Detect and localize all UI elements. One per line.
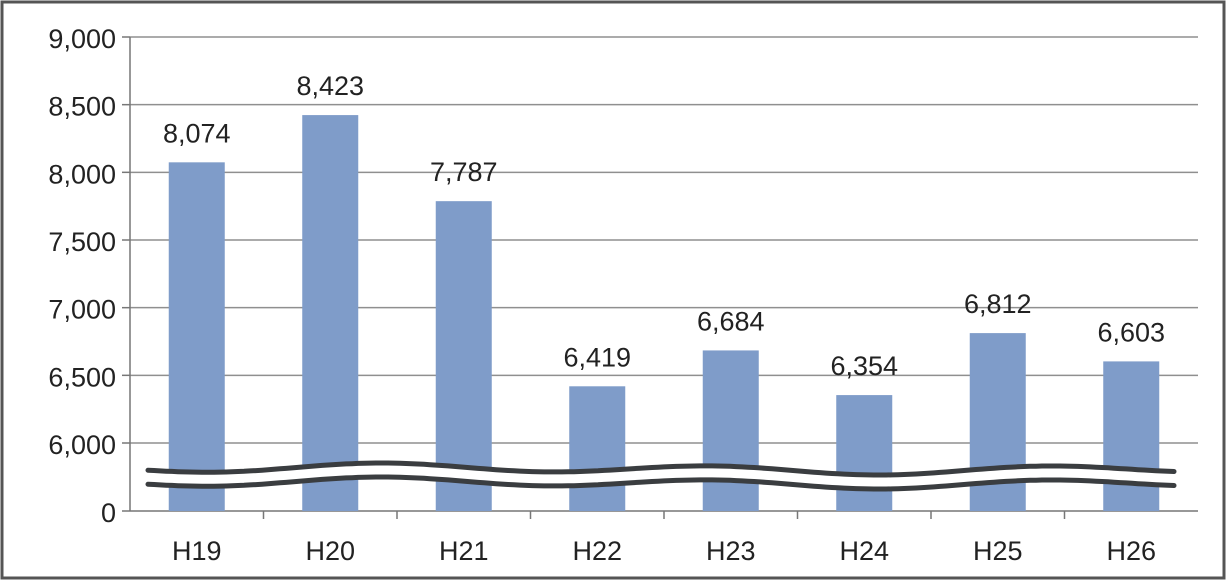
data-label-h20: 8,423: [296, 71, 364, 101]
data-label-h21: 7,787: [430, 157, 498, 187]
data-label-h19: 8,074: [163, 118, 231, 148]
y-tick-label: 7,000: [48, 295, 116, 325]
data-label-h22: 6,419: [563, 342, 631, 372]
bar-h21: [435, 201, 492, 511]
bar-h26: [1103, 361, 1160, 511]
x-tick-labels: H19 H20 H21 H22 H23 H24 H25 H26: [172, 536, 1156, 566]
data-label-h26: 6,603: [1097, 317, 1165, 347]
bar-h20: [302, 115, 359, 511]
y-tick-label: 8,500: [48, 92, 116, 122]
bar-h24: [836, 395, 893, 511]
data-label-h24: 6,354: [830, 351, 898, 381]
data-labels: 8,074 8,423 7,787 6,419 6,684 6,354 6,812 6,603: [163, 71, 1165, 381]
axis-break-line-lower: [145, 474, 1177, 492]
x-tick-label-h20: H20: [305, 536, 355, 566]
y-tick-label: 6,000: [48, 430, 116, 460]
x-tick-label-h26: H26: [1106, 536, 1156, 566]
bar-h19: [168, 162, 225, 511]
x-tick-label-h23: H23: [706, 536, 756, 566]
data-label-h23: 6,684: [697, 306, 765, 336]
y-tick-label: 8,000: [48, 159, 116, 189]
bars: [168, 115, 1160, 511]
x-tick-label-h21: H21: [439, 536, 489, 566]
y-tick-labels: 0 6,000 6,500 7,000 7,500 8,000 8,500 9,000: [48, 24, 116, 528]
y-tick-label: 9,000: [48, 24, 116, 54]
axis-break-gap: [148, 463, 1174, 489]
axis-break-marks: [145, 460, 1177, 492]
x-tick-label-h24: H24: [839, 536, 889, 566]
data-label-h25: 6,812: [964, 289, 1032, 319]
y-tick-label: 6,500: [48, 362, 116, 392]
y-tick-label: 0: [101, 498, 116, 528]
axis-break-line-upper: [145, 460, 1177, 478]
bar-h22: [569, 386, 626, 511]
x-tick-label-h25: H25: [973, 536, 1023, 566]
x-tick-label-h19: H19: [172, 536, 222, 566]
bar-h23: [702, 350, 759, 511]
x-tick-label-h22: H22: [572, 536, 622, 566]
y-tick-label: 7,500: [48, 227, 116, 257]
